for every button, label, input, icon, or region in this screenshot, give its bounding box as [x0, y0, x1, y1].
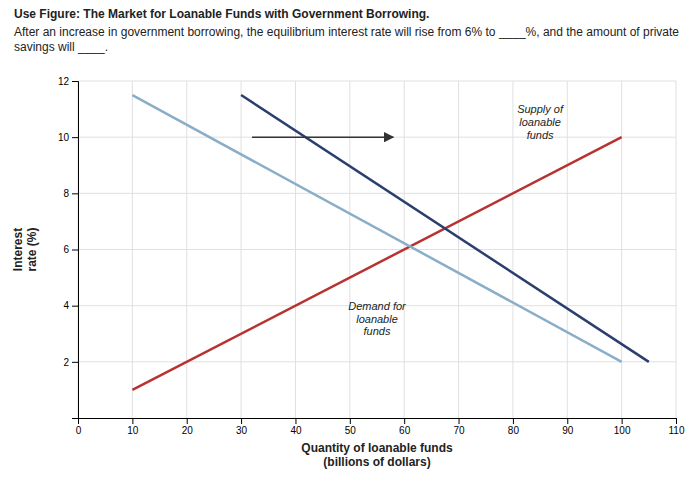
text-line: (billions of dollars)	[323, 455, 430, 469]
y-tick: 10	[58, 132, 78, 143]
x-tick-label: 10	[127, 425, 139, 436]
y-tick-label: 4	[63, 300, 69, 311]
text-line: funds	[364, 325, 391, 337]
annotation: Demand forloanablefunds	[348, 300, 407, 337]
y-tick: 4	[63, 300, 78, 311]
x-tick-mark	[567, 418, 568, 424]
x-tick-label: 80	[508, 425, 520, 436]
x-tick: 50	[345, 418, 357, 436]
x-tick-mark	[187, 418, 188, 424]
y-tick-label: 10	[58, 132, 70, 143]
x-tick: 80	[508, 418, 520, 436]
x-tick-label: 70	[453, 425, 465, 436]
x-tick-mark	[513, 418, 514, 424]
series-line	[132, 137, 621, 390]
chart: Use Figure: The Market for Loanable Fund…	[0, 0, 700, 480]
x-tick-label: 30	[236, 425, 248, 436]
x-tick-label: 100	[614, 425, 631, 436]
y-tick-mark	[72, 306, 78, 307]
text-line: funds	[527, 129, 554, 141]
grid-line-y	[78, 193, 676, 194]
shift-arrow	[252, 136, 393, 138]
text-line: loanable	[356, 313, 398, 325]
y-tick: 12	[58, 76, 78, 87]
x-tick-mark	[241, 418, 242, 424]
x-tick-mark	[622, 418, 623, 424]
grid-line-y	[78, 81, 676, 82]
x-tick-mark	[676, 418, 677, 424]
x-tick-mark	[350, 418, 351, 424]
x-tick: 20	[182, 418, 194, 436]
y-tick-label: 8	[63, 188, 69, 199]
x-tick-label: 40	[290, 425, 302, 436]
y-tick-mark	[72, 137, 78, 138]
x-tick-mark	[132, 418, 133, 424]
grid-line-y	[78, 249, 676, 250]
text-line: Supply of	[517, 103, 564, 115]
text-line: After an increase in government borrowin…	[14, 25, 679, 39]
y-tick-mark	[72, 250, 78, 251]
title: Use Figure: The Market for Loanable Fund…	[14, 7, 429, 21]
x-axis-title: Quantity of loanable funds(billions of d…	[301, 441, 453, 469]
y-tick-mark	[72, 362, 78, 363]
text-line: Demand for	[348, 300, 407, 312]
text-line: Quantity of loanable funds	[301, 441, 453, 455]
y-tick-mark	[72, 81, 78, 82]
x-tick-label: 20	[182, 425, 194, 436]
x-tick-label: 50	[345, 425, 357, 436]
text-line: Use Figure: The Market for Loanable Fund…	[14, 7, 429, 21]
annotation: Supply ofloanablefunds	[517, 103, 564, 140]
x-tick-label: 60	[399, 425, 411, 436]
y-axis-line	[72, 82, 79, 419]
series-line	[132, 95, 621, 362]
x-axis: 0 10 20 30 40 50 60 70 80 90 100 110	[76, 418, 685, 436]
grid-line-y	[78, 137, 676, 138]
y-tick-label: 2	[63, 357, 69, 368]
plot: 0 10 20 30 40 50 60 70 80 90 100 110 2 4 6 8 10 12 Supply …	[58, 76, 685, 436]
x-tick: 0	[76, 418, 82, 436]
y-tick: 2	[63, 357, 78, 368]
x-tick: 60	[399, 418, 411, 436]
x-tick: 110	[669, 418, 685, 436]
x-tick: 30	[236, 418, 248, 436]
x-tick-mark	[459, 418, 460, 424]
y-tick: 8	[63, 188, 78, 199]
x-tick-mark	[404, 418, 405, 424]
x-tick-label: 0	[76, 425, 82, 436]
text-line: rate (%)	[25, 227, 39, 271]
subtitle: After an increase in government borrowin…	[14, 25, 679, 54]
marks	[132, 95, 648, 390]
x-tick-mark	[295, 418, 296, 424]
x-tick: 90	[562, 418, 574, 436]
text-line: Interest	[11, 228, 25, 271]
x-tick: 70	[453, 418, 465, 436]
series-line	[241, 95, 649, 362]
annotations: Supply ofloanablefundsDemand forloanable…	[348, 103, 564, 337]
y-tick-label: 12	[58, 76, 70, 87]
y-axis-title: Interestrate (%)	[11, 227, 39, 271]
y-tick-mark	[72, 193, 78, 194]
grid-line-y	[78, 361, 676, 362]
x-tick-label: 90	[562, 425, 574, 436]
x-tick-label: 110	[669, 425, 685, 436]
grid	[78, 81, 676, 418]
y-axis: 2 4 6 8 10 12	[58, 76, 79, 419]
x-tick: 100	[614, 418, 631, 436]
text-line: loanable	[519, 116, 561, 128]
x-tick: 40	[290, 418, 302, 436]
y-tick-label: 6	[63, 244, 69, 255]
x-axis-line	[79, 419, 677, 425]
text-line: savings will ____.	[14, 40, 108, 54]
y-tick: 6	[63, 244, 78, 255]
x-tick: 10	[127, 418, 139, 436]
